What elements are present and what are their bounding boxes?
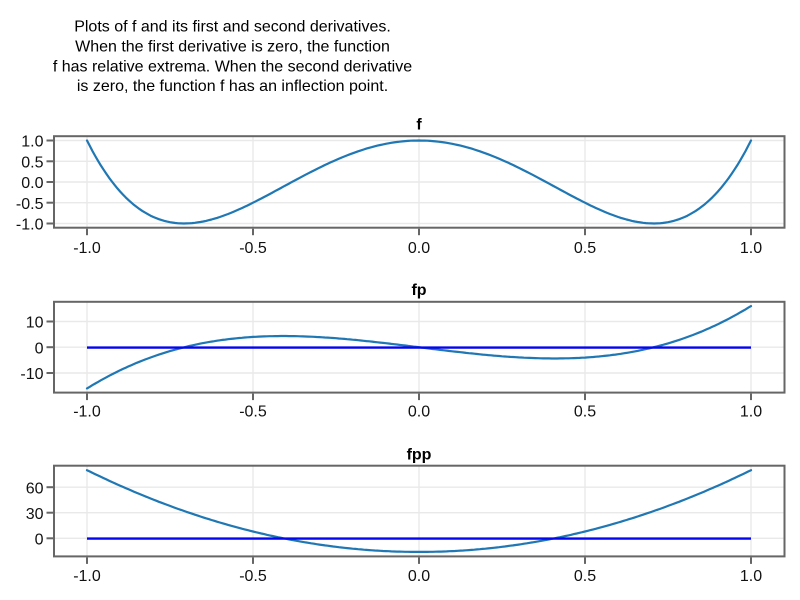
svg-text:-10: -10 <box>20 366 43 383</box>
svg-text:When the first derivative is z: When the first derivative is zero, the f… <box>75 39 390 56</box>
svg-text:1.0: 1.0 <box>740 240 762 257</box>
svg-text:-1.0: -1.0 <box>73 240 101 257</box>
svg-text:Plots of f and its first and s: Plots of f and its first and second deri… <box>74 19 391 36</box>
svg-text:0.5: 0.5 <box>574 568 596 585</box>
svg-text:60: 60 <box>26 480 44 497</box>
svg-text:1.0: 1.0 <box>740 568 762 585</box>
svg-text:0.5: 0.5 <box>21 155 43 172</box>
svg-text:0.0: 0.0 <box>408 568 430 585</box>
svg-text:-0.5: -0.5 <box>16 196 44 213</box>
svg-text:30: 30 <box>26 506 44 523</box>
svg-text:f has relative extrema. When t: f has relative extrema. When the second … <box>53 58 412 75</box>
svg-text:-1.0: -1.0 <box>73 568 101 585</box>
svg-text:-0.5: -0.5 <box>239 240 267 257</box>
svg-text:fpp: fpp <box>407 447 432 464</box>
svg-text:0.0: 0.0 <box>21 175 43 192</box>
svg-text:-0.5: -0.5 <box>239 403 267 420</box>
svg-text:1.0: 1.0 <box>740 403 762 420</box>
svg-text:0: 0 <box>35 532 44 549</box>
svg-text:-1.0: -1.0 <box>73 403 101 420</box>
svg-text:-1.0: -1.0 <box>16 217 44 234</box>
svg-text:-0.5: -0.5 <box>239 568 267 585</box>
svg-text:0: 0 <box>35 340 44 357</box>
svg-text:1.0: 1.0 <box>21 134 43 151</box>
svg-text:fp: fp <box>411 282 426 299</box>
svg-text:f: f <box>416 117 422 134</box>
svg-text:0.0: 0.0 <box>408 240 430 257</box>
svg-text:0.0: 0.0 <box>408 403 430 420</box>
svg-text:is zero, the function f has an: is zero, the function f has an inflectio… <box>77 78 388 95</box>
svg-text:10: 10 <box>26 315 44 332</box>
svg-text:0.5: 0.5 <box>574 403 596 420</box>
svg-text:0.5: 0.5 <box>574 240 596 257</box>
